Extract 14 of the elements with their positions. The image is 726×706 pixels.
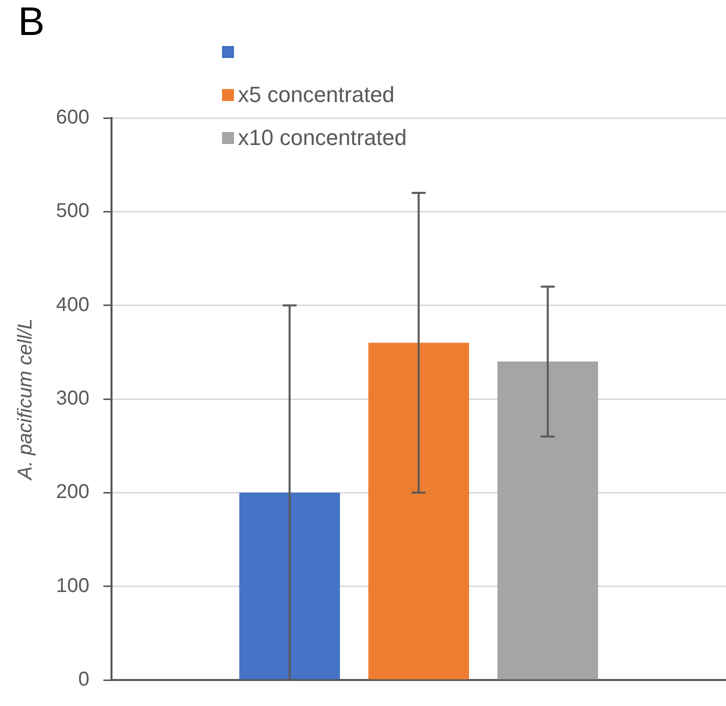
y-axis-title: A. pacificum cell/L: [14, 318, 37, 481]
y-tick-label: 400: [56, 294, 90, 316]
y-tick-label: 100: [56, 574, 90, 597]
legend-label: x5 concentrated: [238, 82, 395, 108]
bar: [239, 492, 340, 680]
chart-title: B: [18, 0, 45, 45]
y-tick-label: 300: [56, 388, 90, 410]
bar: [497, 362, 598, 680]
legend-label: x10 concentrated: [238, 124, 407, 150]
bar: [368, 342, 470, 680]
y-tick-label: 0: [78, 668, 90, 691]
y-tick-label: 600: [56, 106, 90, 129]
y-tick-label: 200: [56, 481, 90, 504]
y-tick-label: 500: [56, 200, 90, 222]
